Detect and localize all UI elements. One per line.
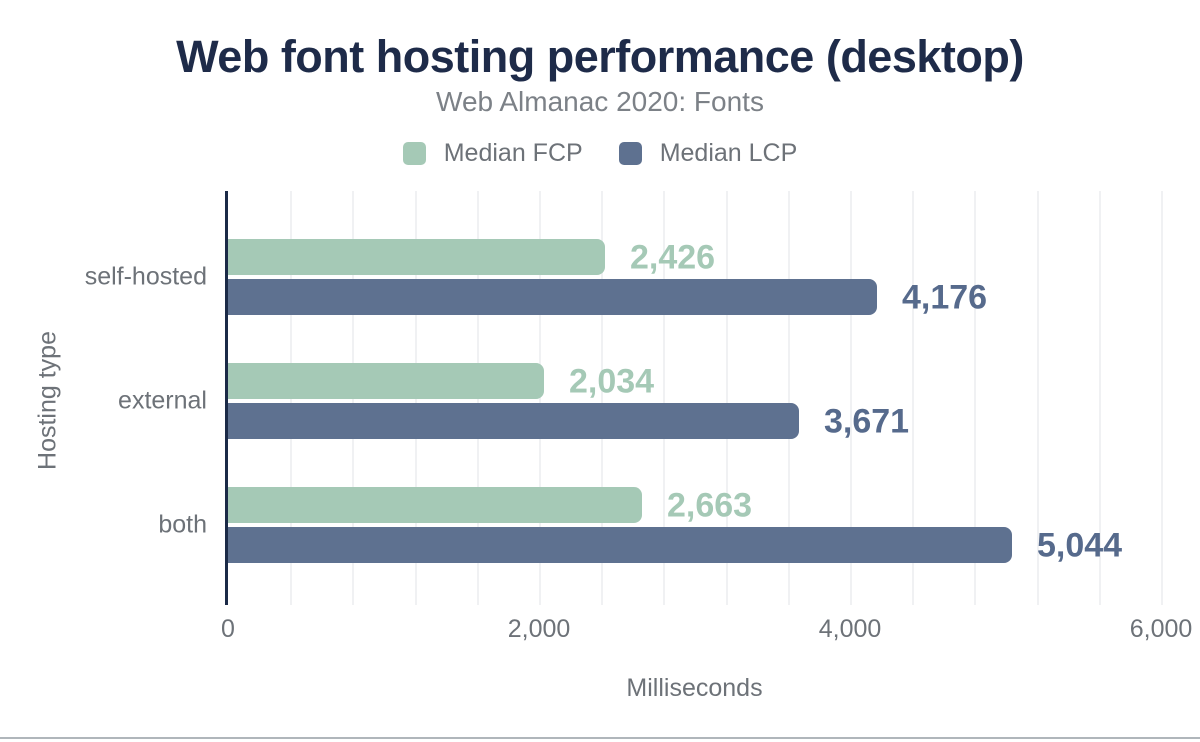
- legend-item-label: Median LCP: [659, 139, 798, 167]
- legend-item: Median LCP: [618, 139, 798, 168]
- gridline: [912, 191, 915, 605]
- bar-median-fcp-both[interactable]: [228, 487, 642, 523]
- legend-item: Median FCP: [402, 139, 583, 168]
- bar-value-label: 4,176: [902, 278, 988, 317]
- gridline: [1098, 191, 1101, 605]
- legend-swatch-icon: [618, 142, 642, 165]
- bar-median-fcp-self-hosted[interactable]: [228, 239, 605, 275]
- bar-median-lcp-self-hosted[interactable]: [228, 279, 877, 315]
- x-tick-label: 2,000: [507, 615, 571, 643]
- category-label: external: [118, 386, 207, 415]
- bottom-divider: [0, 737, 1200, 739]
- gridline: [539, 191, 541, 605]
- gridline: [725, 191, 728, 605]
- category-label: self-hosted: [84, 262, 207, 291]
- x-tick-label: 0: [221, 615, 235, 643]
- legend-item-label: Median FCP: [443, 139, 583, 167]
- bar-value-label: 2,034: [569, 362, 655, 401]
- chart-title: Web font hosting performance (desktop): [176, 31, 1024, 82]
- bar-value-label: 2,426: [630, 238, 716, 277]
- bar-median-lcp-both[interactable]: [228, 527, 1012, 563]
- bar-median-fcp-external[interactable]: [228, 363, 544, 399]
- bar-median-lcp-external[interactable]: [228, 403, 799, 439]
- gridline: [1036, 191, 1039, 605]
- x-tick-label: 6,000: [1129, 615, 1193, 643]
- y-axis-line: [225, 191, 228, 605]
- bar-value-label: 2,663: [667, 486, 753, 525]
- y-axis-title: Hosting type: [33, 331, 62, 470]
- legend-swatch-icon: [402, 142, 426, 165]
- gridline: [974, 191, 977, 605]
- gridline: [1161, 191, 1163, 605]
- category-label: both: [158, 510, 207, 539]
- gridline: [601, 191, 604, 605]
- legend: Median FCP Median LCP: [0, 139, 1200, 168]
- x-axis-title: Milliseconds: [626, 674, 763, 702]
- gridline: [787, 191, 790, 605]
- x-tick-label: 4,000: [818, 615, 882, 643]
- gridline: [850, 191, 852, 605]
- gridline: [663, 191, 666, 605]
- bar-value-label: 5,044: [1037, 526, 1123, 565]
- chart-subtitle: Web Almanac 2020: Fonts: [436, 86, 764, 117]
- bar-value-label: 3,671: [824, 402, 910, 441]
